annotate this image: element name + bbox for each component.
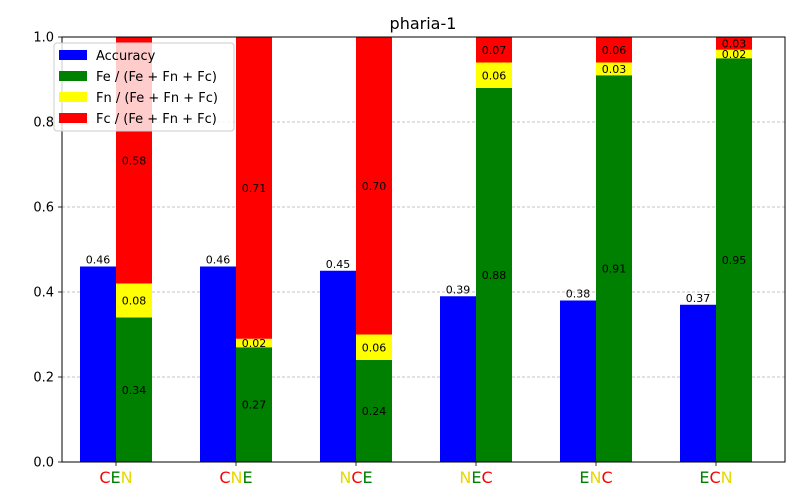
- bar-label-fe: 0.91: [602, 263, 627, 276]
- bar-segment-fe: [716, 58, 752, 462]
- legend-box: [53, 42, 235, 132]
- bar-label-fe: 0.34: [122, 384, 147, 397]
- bar-segment-fn: [356, 334, 392, 360]
- x-tick-label: ECN: [699, 468, 732, 487]
- x-tick-letter: E: [363, 468, 373, 487]
- x-tick-letter: C: [99, 468, 110, 487]
- bar-label-accuracy: 0.38: [566, 288, 591, 301]
- x-tick-letter: N: [121, 468, 133, 487]
- legend-swatch: [59, 71, 87, 81]
- x-tick-letter: C: [601, 468, 612, 487]
- bar-accuracy: [560, 300, 596, 462]
- plot-area: 0.460.340.080.58CEN0.460.270.020.71CNE0.…: [33, 31, 786, 487]
- bar-accuracy: [440, 296, 476, 462]
- x-tick-letter: C: [219, 468, 230, 487]
- bar-segment-fe: [476, 88, 512, 462]
- x-tick-letter: C: [481, 468, 492, 487]
- y-tick-label: 0.8: [33, 116, 54, 131]
- bar-segment-fc: [596, 37, 632, 63]
- legend-label: Fn / (Fe + Fn + Fc): [96, 91, 218, 106]
- bar-label-fe: 0.88: [482, 269, 507, 282]
- bar-label-fc: 0.70: [362, 180, 387, 193]
- bar-segment-fe: [596, 75, 632, 462]
- x-tick-label: CNE: [219, 468, 252, 487]
- bar-label-fc: 0.71: [242, 182, 267, 195]
- x-tick-letter: N: [721, 468, 733, 487]
- bar-segment-fn: [596, 62, 632, 76]
- bar-label-accuracy: 0.37: [686, 292, 711, 305]
- x-tick-letter: N: [459, 468, 471, 487]
- bar-label-accuracy: 0.46: [206, 254, 231, 267]
- bar-segment-fn: [236, 338, 272, 348]
- x-tick-letter: E: [243, 468, 253, 487]
- y-tick-label: 0.4: [33, 286, 54, 301]
- bar-label-fc: 0.06: [602, 44, 627, 57]
- bar-label-fn: 0.08: [122, 295, 147, 308]
- chart-title: pharia-1: [390, 14, 457, 33]
- bar-segment-fn: [116, 283, 152, 318]
- bar-segment-fc: [356, 37, 392, 335]
- bar-label-fc: 0.07: [482, 44, 507, 57]
- bar-segment-fe: [356, 360, 392, 462]
- bar-segment-fn: [716, 49, 752, 59]
- bar-label-accuracy: 0.46: [86, 254, 111, 267]
- x-tick-letter: N: [339, 468, 351, 487]
- bar-segment-fc: [476, 37, 512, 63]
- bar-label-fn: 0.06: [362, 341, 387, 354]
- x-tick-letter: C: [351, 468, 362, 487]
- bar-label-fe: 0.24: [362, 405, 387, 418]
- x-tick-letter: E: [699, 468, 709, 487]
- bar-label-fn: 0.03: [602, 63, 627, 76]
- bar-accuracy: [200, 266, 236, 462]
- bar-label-fe: 0.95: [722, 254, 747, 267]
- x-tick-letter: E: [111, 468, 121, 487]
- bar-accuracy: [320, 270, 356, 462]
- bar-label-fn: 0.02: [242, 337, 267, 350]
- bar-segment-fe: [116, 317, 152, 462]
- bar-label-fc: 0.58: [122, 154, 147, 167]
- x-tick-label: CEN: [99, 468, 132, 487]
- legend: Accuracy Fe / (Fe + Fn + Fc) Fn / (Fe + Fn…: [53, 42, 235, 132]
- legend-swatch: [59, 113, 87, 123]
- bar-label-accuracy: 0.39: [446, 283, 471, 296]
- x-tick-label: NEC: [459, 468, 492, 487]
- legend-swatch: [59, 50, 87, 60]
- x-tick-letter: E: [579, 468, 589, 487]
- bar-label-fn: 0.06: [482, 69, 507, 82]
- x-tick-letter: N: [589, 468, 601, 487]
- legend-label: Fc / (Fe + Fn + Fc): [96, 112, 217, 127]
- y-tick-label: 0.2: [33, 371, 54, 386]
- legend-label: Accuracy: [96, 49, 156, 64]
- bar-label-fe: 0.27: [242, 399, 267, 412]
- bar-segment-fe: [236, 347, 272, 462]
- bar-label-fn: 0.02: [722, 48, 747, 61]
- bar-label-accuracy: 0.45: [326, 258, 351, 271]
- bar-accuracy: [680, 304, 716, 462]
- x-tick-label: ENC: [579, 468, 612, 487]
- legend-swatch: [59, 92, 87, 102]
- y-tick-label: 0.6: [33, 201, 54, 216]
- legend-label: Fe / (Fe + Fn + Fc): [96, 70, 217, 85]
- y-tick-label: 1.0: [33, 31, 54, 46]
- x-tick-label: NCE: [339, 468, 372, 487]
- x-tick-letter: N: [231, 468, 243, 487]
- bar-accuracy: [80, 266, 116, 462]
- bar-segment-fn: [476, 62, 512, 88]
- bar-segment-fc: [236, 37, 272, 339]
- axes-frame: [61, 36, 786, 463]
- bar-segment-fc: [716, 37, 752, 50]
- x-tick-letter: E: [471, 468, 481, 487]
- y-tick-label: 0.0: [33, 456, 54, 471]
- bar-label-fc: 0.03: [722, 37, 747, 50]
- x-tick-letter: C: [709, 468, 720, 487]
